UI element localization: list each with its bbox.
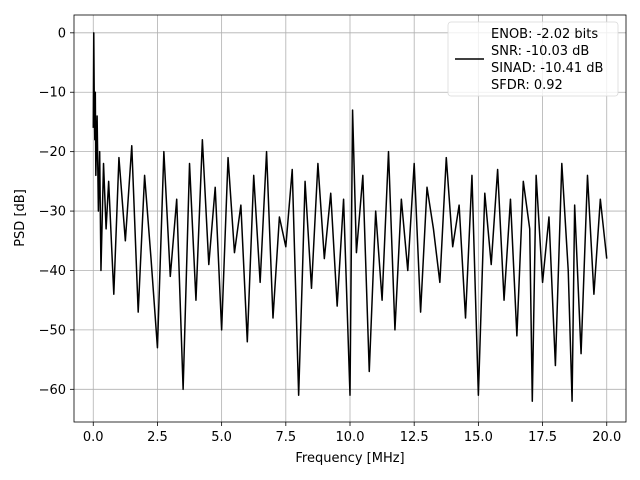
x-tick-label: 15.0 bbox=[464, 430, 493, 445]
legend-box bbox=[447, 21, 619, 97]
x-tick-label: 12.5 bbox=[400, 430, 429, 445]
y-axis-label: PSD [dB] bbox=[13, 189, 28, 247]
x-ticks: 0.0 2.5 5.0 7.5 10.0 12.5 15.0 17.5 20.0 bbox=[83, 422, 621, 445]
legend-entry-sinad: SINAD: -10.41 dB bbox=[491, 61, 603, 76]
x-tick-label: 0.0 bbox=[83, 430, 104, 445]
x-tick-label: 20.0 bbox=[592, 430, 621, 445]
series-layer bbox=[92, 32, 608, 402]
y-ticks: 0 −10 −20 −30 −40 −50 −60 bbox=[39, 26, 74, 398]
x-axis-label: Frequency [MHz] bbox=[295, 451, 404, 466]
x-tick-label: 7.5 bbox=[275, 430, 296, 445]
x-tick-label: 2.5 bbox=[147, 430, 168, 445]
psd-series-line bbox=[92, 32, 608, 402]
legend-entry-enob: ENOB: -2.02 bits bbox=[491, 27, 598, 42]
y-tick-label: −20 bbox=[39, 145, 66, 160]
y-tick-label: −60 bbox=[39, 383, 66, 398]
x-tick-label: 5.0 bbox=[211, 430, 232, 445]
y-tick-label: −50 bbox=[39, 323, 66, 338]
y-tick-label: −40 bbox=[39, 264, 66, 279]
x-tick-label: 10.0 bbox=[336, 430, 365, 445]
x-tick-label: 17.5 bbox=[528, 430, 557, 445]
legend-entry-snr: SNR: -10.03 dB bbox=[491, 44, 589, 59]
y-tick-label: 0 bbox=[58, 26, 66, 41]
legend: ENOB: -2.02 bits SNR: -10.03 dB SINAD: -… bbox=[447, 21, 619, 97]
y-tick-label: −10 bbox=[39, 86, 66, 101]
y-tick-label: −30 bbox=[39, 205, 66, 220]
legend-entry-sfdr: SFDR: 0.92 bbox=[491, 78, 563, 93]
